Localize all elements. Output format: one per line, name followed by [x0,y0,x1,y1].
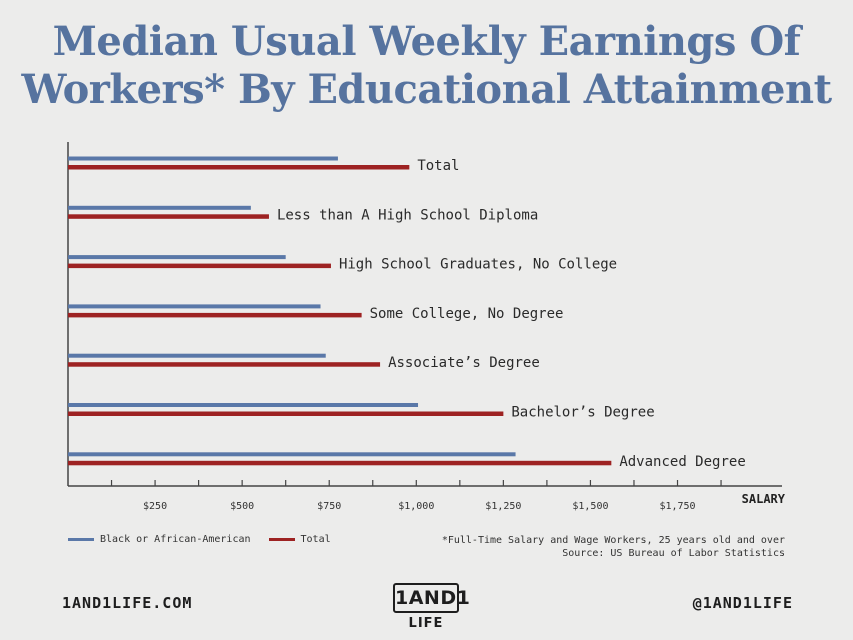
bar-total [68,263,331,269]
legend-label-total: Total [300,534,331,545]
legend-swatch-total [268,538,295,541]
bar-black [68,452,516,457]
x-tick-label: $750 [317,501,341,512]
bar-total [68,312,362,318]
category-label: Less than A High School Diploma [277,207,538,223]
x-tick-label: $1,750 [659,501,695,512]
website-link[interactable]: 1AND1LIFE.COM [62,594,193,612]
x-tick-label: $250 [143,501,167,512]
legend-item-black: Black or African-American [68,534,251,545]
bar-black [68,403,419,407]
logo-bottom-text: LIFE [408,616,444,631]
bar-total [68,165,410,170]
source-note: Source: US Bureau of Labor Statistics [562,548,785,559]
chart-title: Median Usual Weekly Earnings Of Workers*… [21,18,832,113]
x-tick-label: $1,250 [485,501,521,512]
category-label: Associate’s Degree [388,355,540,371]
bar-total [68,460,612,466]
legend-label-black: Black or African-American [100,534,251,545]
category-label: Bachelor’s Degree [511,405,654,421]
bar-black [68,255,286,260]
x-tick-label: $1,000 [398,501,434,512]
legend-swatch-black [68,538,94,541]
category-label: High School Graduates, No College [339,257,617,273]
bar-black [68,205,251,210]
legend-item-total: Total [268,534,331,545]
legend: Black or African-American Total [68,534,349,545]
bar-total [68,411,504,416]
bar-black [68,353,326,358]
category-label: Advanced Degree [619,454,745,470]
brand-logo: 1AND1 LIFE [393,583,470,631]
footnote: *Full-Time Salary and Wage Workers, 25 y… [441,535,785,546]
category-label: Some College, No Degree [370,306,564,322]
x-tick-label: $1,500 [572,501,608,512]
bar-chart: $250 $500 $750 $1,000 $1,250 $1,500 $1,750 SALA… [67,142,786,512]
bar-black [68,156,338,161]
x-axis-title: SALARY [742,492,786,506]
bar-total [68,362,381,367]
chart-notes: *Full-Time Salary and Wage Workers, 25 y… [442,534,785,560]
social-handle[interactable]: @1AND1LIFE [692,594,793,612]
logo-top-text: 1AND1 [393,583,470,613]
bar-total [68,214,269,219]
x-tick-label: $500 [230,501,254,512]
bar-black [68,304,321,309]
category-label: Total [417,158,459,174]
